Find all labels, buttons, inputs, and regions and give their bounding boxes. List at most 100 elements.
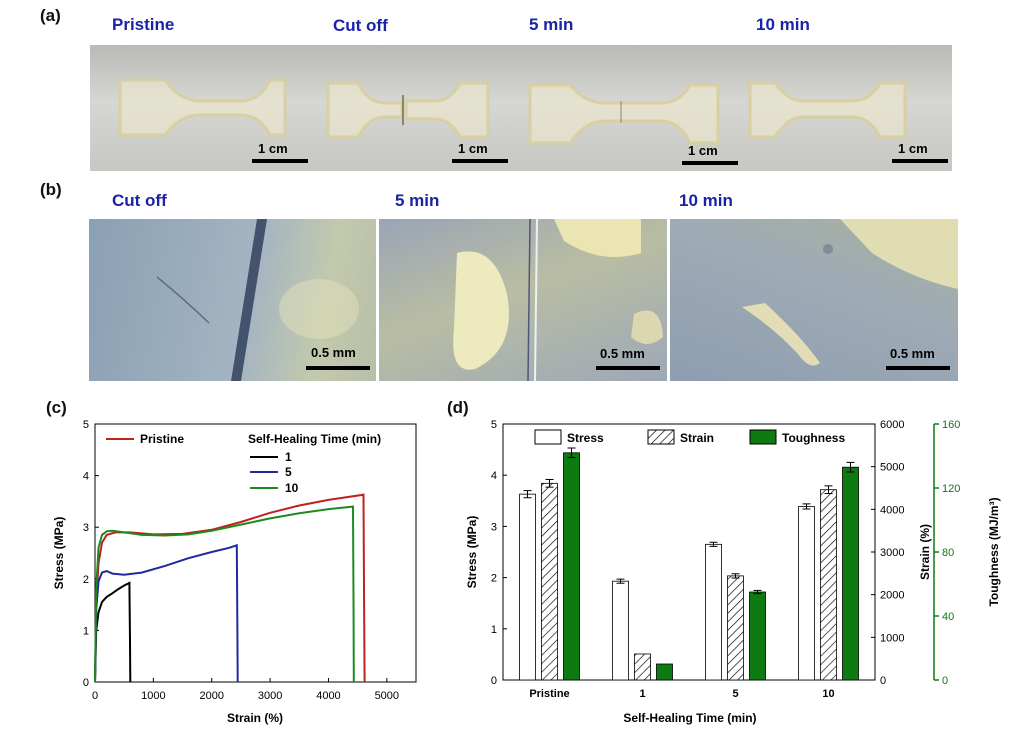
panel-a-label-5min: 5 min <box>529 15 574 34</box>
panel-a-scalebar-1 <box>252 159 308 163</box>
chart-d-xtick-label: 10 <box>822 688 834 700</box>
chart-c-ytick-label: 1 <box>83 625 89 637</box>
bar-strain-pristine <box>541 482 558 681</box>
chart-c-ytick-label: 5 <box>83 419 89 431</box>
chart-c-xtick-label: 5000 <box>375 690 399 702</box>
chart-d-ytick-label-stress: 3 <box>491 521 497 533</box>
panel-a-scale-label-4: 1 cm <box>898 141 928 156</box>
chart-d-ytick-label-strain: 0 <box>880 675 886 687</box>
panel-c-letter: (c) <box>46 398 67 417</box>
chart-d-xlabel: Self-Healing Time (min) <box>623 711 756 725</box>
micrograph-10min <box>670 219 958 381</box>
bar-strain-5 <box>727 575 744 681</box>
panel-d-letter: (d) <box>447 398 469 417</box>
legend-label-pristine: Pristine <box>140 432 184 446</box>
specimen-shapes <box>118 78 907 145</box>
panel-b-label-5min: 5 min <box>395 191 440 210</box>
chart-c-ytick-label: 3 <box>83 522 89 534</box>
series-line-10 <box>94 505 355 683</box>
bar-stress-1 <box>612 580 629 681</box>
chart-d-ytick-label-strain: 6000 <box>880 419 904 431</box>
chart-d-ytick-label-toughness: 40 <box>942 611 954 623</box>
chart-c-xtick-label: 4000 <box>316 690 340 702</box>
panel-a-scalebar-2 <box>452 159 508 163</box>
panel-b-scalebar-3 <box>886 366 950 370</box>
chart-d-ytick-label-strain: 2000 <box>880 590 904 602</box>
micrograph-5min <box>379 219 667 381</box>
panel-b-scale-label-3: 0.5 mm <box>890 346 935 361</box>
chart-d-ytick-label-stress: 5 <box>491 419 497 431</box>
panel-b-label-cutoff: Cut off <box>112 191 167 210</box>
bar-toughness-5 <box>749 591 766 681</box>
chart-c-xtick-label: 3000 <box>258 690 282 702</box>
chart-c-xtick-label: 0 <box>92 690 98 702</box>
bar-toughness-pristine <box>563 452 580 681</box>
panel-a-label-10min: 10 min <box>756 15 810 34</box>
legend-swatch-toughness <box>749 429 777 445</box>
chart-c-xtick-label: 1000 <box>141 690 165 702</box>
bar-toughness-1 <box>656 663 673 681</box>
chart-d-ytick-label-strain: 1000 <box>880 632 904 644</box>
bar-stress-pristine <box>519 493 536 681</box>
panel-b-scalebar-2 <box>596 366 660 370</box>
panel-a-label-pristine: Pristine <box>112 15 175 34</box>
legend-label-1: 1 <box>285 450 292 464</box>
panel-b-scale-label-1: 0.5 mm <box>311 345 356 360</box>
bar-stress-10 <box>798 506 815 681</box>
panel-a-scale-label-2: 1 cm <box>458 141 488 156</box>
bar-stress-5 <box>705 543 722 681</box>
chart-d-ylabel-stress: Stress (MPa) <box>465 516 479 589</box>
chart-d-ytick-label-stress: 4 <box>491 470 497 482</box>
chart-d-ytick-label-toughness: 120 <box>942 483 960 495</box>
chart-c-ytick-label: 0 <box>83 677 89 689</box>
chart-d-ytick-label-strain: 3000 <box>880 547 904 559</box>
specimen-5min <box>528 83 720 145</box>
panel-a-scalebar-3 <box>682 161 738 165</box>
panel-b-label-10min: 10 min <box>679 191 733 210</box>
chart-c-ytick-label: 2 <box>83 574 89 586</box>
chart-d-xtick-label: 1 <box>639 688 645 700</box>
series-line-5 <box>94 543 239 683</box>
panel-a-scalebar-4 <box>892 159 948 163</box>
chart-d-ytick-label-strain: 4000 <box>880 504 904 516</box>
chart-d-ylabel-toughness: Toughness (MJ/m³) <box>987 497 1001 606</box>
chart-d-ytick-label-strain: 5000 <box>880 462 904 474</box>
bar-chart-healing: 0 1 2 3 4 5 0 1000 2000 3000 4000 5000 6000 0 40 80 120 1… <box>465 419 1001 725</box>
panel-b-letter: (b) <box>40 180 62 199</box>
specimen-cutoff-right <box>404 81 490 139</box>
chart-d-xtick-label: 5 <box>732 688 738 700</box>
panel-a-letter: (a) <box>40 6 61 25</box>
panel-a-label-cutoff: Cut off <box>333 16 388 35</box>
chart-c-ylabel: Stress (MPa) <box>52 517 66 590</box>
chart-c-xlabel: Strain (%) <box>227 711 283 725</box>
micrograph-cutoff <box>89 219 376 381</box>
series-line-pristine <box>94 493 366 683</box>
legend-title: Self-Healing Time (min) <box>248 432 381 446</box>
panel-a-scale-label-3: 1 cm <box>688 143 718 158</box>
legend-swatch-stress <box>534 429 562 445</box>
chart-d-ytick-label-stress: 1 <box>491 624 497 636</box>
bar-strain-10 <box>820 489 837 681</box>
specimen-pristine <box>118 78 287 137</box>
panel-b-scale-label-2: 0.5 mm <box>600 346 645 361</box>
chart-d-xtick-label: Pristine <box>529 688 569 700</box>
chart-c-ytick-label: 4 <box>83 471 89 483</box>
legend-label-toughness: Toughness <box>782 431 845 445</box>
bar-strain-1 <box>634 653 651 681</box>
legend-label-strain: Strain <box>680 431 714 445</box>
chart-d-ytick-label-toughness: 160 <box>942 419 960 431</box>
specimen-photo-strip <box>90 45 952 171</box>
chart-d-ytick-label-toughness: 80 <box>942 547 954 559</box>
legend-label-10: 10 <box>285 481 299 495</box>
chart-d-ytick-label-stress: 2 <box>491 573 497 585</box>
chart-d-frame <box>502 423 876 681</box>
series-line-1 <box>94 581 132 683</box>
panel-a-scale-label-1: 1 cm <box>258 141 288 156</box>
legend-label-stress: Stress <box>567 431 604 445</box>
legend-label-5: 5 <box>285 465 292 479</box>
chart-d-ylabel-strain: Strain (%) <box>918 524 932 580</box>
specimen-10min <box>748 81 907 139</box>
chart-c-frame <box>94 423 417 683</box>
